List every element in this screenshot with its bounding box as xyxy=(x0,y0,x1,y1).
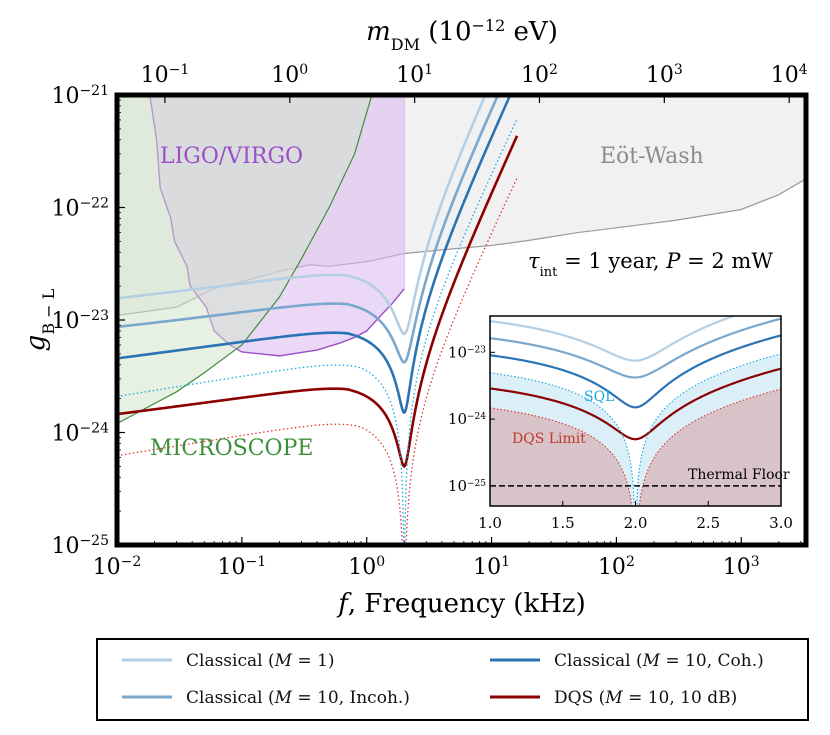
x-tick-label-0: 10−2 xyxy=(93,554,142,580)
microscope-region xyxy=(117,95,372,424)
inset-x-tick-label-4: 3.0 xyxy=(769,514,793,532)
inset-y-tick-label-0: 10−23 xyxy=(448,343,486,361)
top-tick-label-3: 102 xyxy=(521,62,558,88)
legend-label-1: Classical (M = 10, Coh.) xyxy=(554,651,764,671)
legend: Classical (M = 1) Classical (M = 10, Coh.… xyxy=(96,638,809,721)
eot-wash-label: Eöt-Wash xyxy=(600,144,704,169)
legend-label-3: DQS (M = 10, 10 dB) xyxy=(554,688,737,708)
inset-x-tick-label-2: 2.0 xyxy=(624,514,648,532)
y-axis-label: gB − L xyxy=(21,288,58,351)
inset-dqs-limit-fill xyxy=(490,389,781,506)
series-classical-m-1 xyxy=(117,95,487,336)
x-tick-label-3: 101 xyxy=(473,554,510,580)
legend-label-0: Classical (M = 1) xyxy=(186,651,335,671)
top-tick-label-2: 101 xyxy=(396,62,433,88)
x-tick-label-1: 10−1 xyxy=(218,554,267,580)
inset-x-tick-label-1: 1.5 xyxy=(551,514,575,532)
y-tick-label-0: 10−21 xyxy=(51,83,109,109)
inset-dqs-limit-label: DQS Limit xyxy=(512,431,586,447)
inset-series-classical-m-10-coh xyxy=(490,334,781,409)
top-axis-label: mDM (10−12 eV) xyxy=(366,16,558,54)
legend-label-2: Classical (M = 10, Incoh.) xyxy=(186,688,410,708)
inset-series-sql xyxy=(490,353,781,506)
y-tick-label-2: 10−23 xyxy=(51,308,109,334)
inset-y-tick-label-2: 10−25 xyxy=(448,477,486,495)
series-classical-m-10-incoh xyxy=(117,95,500,364)
microscope-label: MICROSCOPE xyxy=(150,436,313,461)
series-dqs-m-10-10-db xyxy=(117,135,519,469)
inset-x-tick-label-3: 2.5 xyxy=(696,514,720,532)
inset-series-dqs-m-10-10-db xyxy=(490,367,781,441)
inset-series-classical-m-10-incoh xyxy=(490,317,781,379)
integration-annotation: τint = 1 year, P = 2 mW xyxy=(528,249,773,280)
top-tick-label-5: 104 xyxy=(771,62,808,88)
inset-thermal-floor-label: Thermal Floor xyxy=(688,467,790,483)
microscope-boundary xyxy=(117,95,373,425)
inset-x-tick-label-0: 1.0 xyxy=(478,514,502,532)
inset-series-dqs-limit xyxy=(490,388,781,506)
y-tick-label-1: 10−22 xyxy=(51,196,109,222)
x-tick-label-5: 103 xyxy=(723,554,760,580)
y-tick-label-3: 10−24 xyxy=(51,421,109,447)
top-tick-label-4: 103 xyxy=(646,62,683,88)
x-tick-label-4: 102 xyxy=(598,554,635,580)
x-tick-label-2: 100 xyxy=(348,554,385,580)
main-plot: 10−2 10−1 100 101 102 103 10−21 10−22 10−23 10−24… xyxy=(51,62,809,580)
inset-plot: 1.0 1.5 2.0 2.5 3.0 10−23 10−24 10−25 SQL DQS L… xyxy=(448,315,793,532)
top-tick-label-1: 100 xyxy=(271,62,308,88)
ligo-virgo-label: LIGO/VIRGO xyxy=(160,144,303,169)
x-axis-label: f, Frequency (kHz) xyxy=(336,589,585,619)
inset-sql-label: SQL xyxy=(584,389,614,405)
top-tick-label-0: 10−1 xyxy=(141,62,190,88)
y-tick-label-4: 10−25 xyxy=(51,533,109,559)
inset-y-tick-label-1: 10−24 xyxy=(448,410,486,428)
